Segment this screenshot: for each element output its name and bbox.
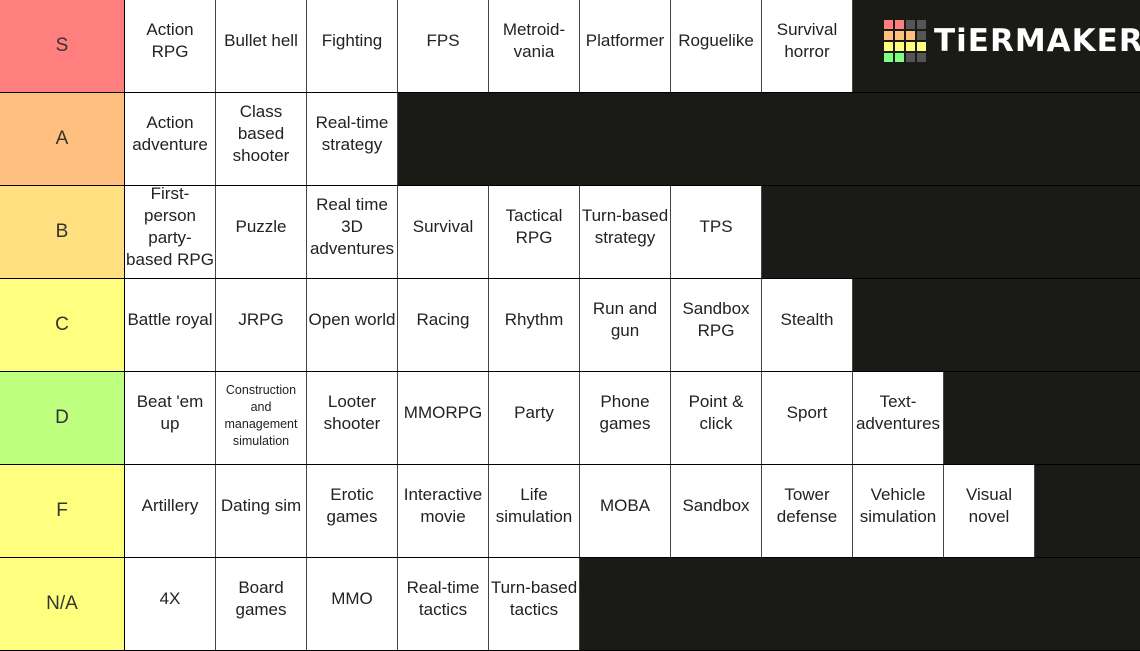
tier-item[interactable]: Stealth: [762, 279, 853, 371]
tier-row: D Beat 'em up Construction and management …: [0, 372, 1140, 465]
tier-label: F: [0, 465, 125, 557]
tier-item[interactable]: Party: [489, 372, 580, 464]
tier-item[interactable]: Visual novel: [944, 465, 1035, 557]
tier-item[interactable]: First-person party-based RPG: [125, 186, 216, 278]
tier-item[interactable]: Real-time strategy: [307, 93, 398, 185]
tier-item[interactable]: Run and gun: [580, 279, 671, 371]
tier-item[interactable]: Turn-based strategy: [580, 186, 671, 278]
tier-item[interactable]: Action RPG: [125, 0, 216, 92]
tier-item[interactable]: Fighting: [307, 0, 398, 92]
tier-item[interactable]: Bullet hell: [216, 0, 307, 92]
tier-item[interactable]: Phone games: [580, 372, 671, 464]
tier-item[interactable]: JRPG: [216, 279, 307, 371]
tier-item[interactable]: Rhythm: [489, 279, 580, 371]
tier-label: S: [0, 0, 125, 92]
tier-item[interactable]: Tower defense: [762, 465, 853, 557]
tier-item[interactable]: Battle royal: [125, 279, 216, 371]
tier-item[interactable]: Platformer: [580, 0, 671, 92]
tier-item[interactable]: Survival horror: [762, 0, 853, 92]
tier-item[interactable]: Real time 3D adventures: [307, 186, 398, 278]
logo: TiERMAKER: [884, 20, 1140, 62]
tier-item[interactable]: MOBA: [580, 465, 671, 557]
tier-item[interactable]: Metroid-vania: [489, 0, 580, 92]
tier-item[interactable]: Erotic games: [307, 465, 398, 557]
tier-label: C: [0, 279, 125, 371]
tier-item[interactable]: Dating sim: [216, 465, 307, 557]
tier-item[interactable]: Point & click: [671, 372, 762, 464]
tier-label: B: [0, 186, 125, 278]
tier-item[interactable]: Puzzle: [216, 186, 307, 278]
tier-item[interactable]: Open world: [307, 279, 398, 371]
tier-item[interactable]: Interactive movie: [398, 465, 489, 557]
tier-item[interactable]: 4X: [125, 558, 216, 650]
tier-item[interactable]: MMO: [307, 558, 398, 650]
tier-row: A Action adventure Class based shooter Real…: [0, 93, 1140, 186]
tier-row: C Battle royal JRPG Open world Racing Rhythm R…: [0, 279, 1140, 372]
tier-item[interactable]: Board games: [216, 558, 307, 650]
tier-item[interactable]: Racing: [398, 279, 489, 371]
tier-item[interactable]: FPS: [398, 0, 489, 92]
tier-item[interactable]: Looter shooter: [307, 372, 398, 464]
tier-item[interactable]: Survival: [398, 186, 489, 278]
tier-row: S Action RPG Bullet hell Fighting FPS Metroid…: [0, 0, 1140, 93]
tier-item[interactable]: Sandbox RPG: [671, 279, 762, 371]
tier-item[interactable]: Text-adventures: [853, 372, 944, 464]
tier-label: N/A: [0, 558, 125, 650]
tier-row: N/A 4X Board games MMO Real-time tactics Turn…: [0, 558, 1140, 651]
tier-item[interactable]: Sandbox: [671, 465, 762, 557]
tier-label: D: [0, 372, 125, 464]
tier-item[interactable]: Real-time tactics: [398, 558, 489, 650]
tier-item[interactable]: Beat 'em up: [125, 372, 216, 464]
tier-item[interactable]: TPS: [671, 186, 762, 278]
tier-label: A: [0, 93, 125, 185]
tier-item[interactable]: MMORPG: [398, 372, 489, 464]
tier-item[interactable]: Tactical RPG: [489, 186, 580, 278]
tier-row: B First-person party-based RPG Puzzle Real …: [0, 186, 1140, 279]
tier-item[interactable]: Life simulation: [489, 465, 580, 557]
tier-item[interactable]: Vehicle simulation: [853, 465, 944, 557]
tier-item[interactable]: Construction and management simulation: [216, 372, 307, 464]
tier-item[interactable]: Roguelike: [671, 0, 762, 92]
tier-item[interactable]: Turn-based tactics: [489, 558, 580, 650]
tier-item[interactable]: Sport: [762, 372, 853, 464]
tier-item[interactable]: Class based shooter: [216, 93, 307, 185]
tier-item[interactable]: Action adventure: [125, 93, 216, 185]
logo-icon: [884, 20, 926, 62]
tier-row: F Artillery Dating sim Erotic games Interact…: [0, 465, 1140, 558]
logo-text: TiERMAKER: [934, 23, 1140, 59]
tier-item[interactable]: Artillery: [125, 465, 216, 557]
